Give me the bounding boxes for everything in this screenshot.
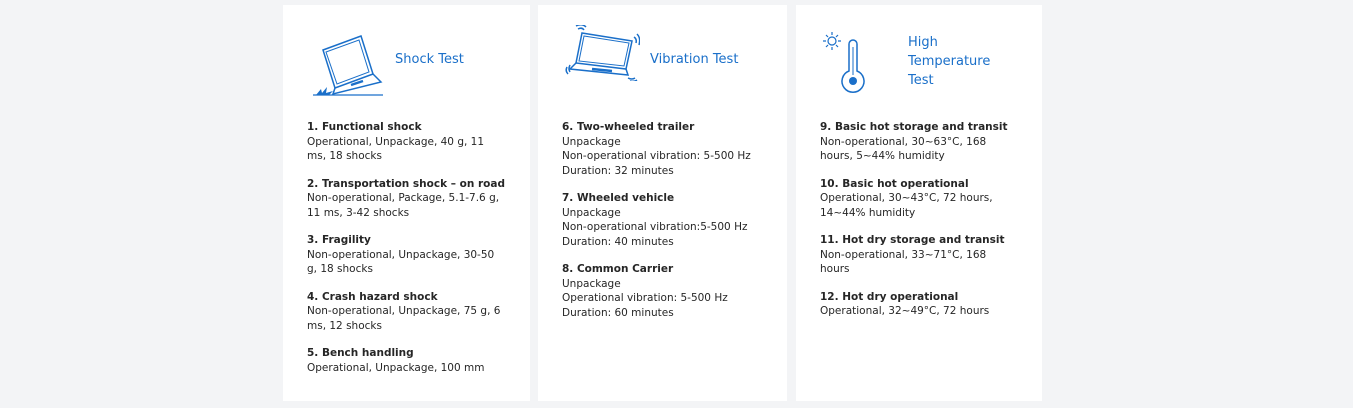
list-item: 9. Basic hot storage and transit Non-oper… xyxy=(820,121,1008,162)
list-item: 6. Two-wheeled trailer Unpackage Non-opera… xyxy=(562,121,751,177)
laptop-vibration-icon xyxy=(565,25,640,81)
card-title: High Temperature Test xyxy=(908,35,991,88)
list-item: 3. Fragility Non-operational, Unpackage, … xyxy=(307,234,495,275)
list-item: 4. Crash hazard shock Non-operational, Un… xyxy=(307,290,501,332)
list-item: 10. Basic hot operational Operational, 30… xyxy=(820,177,993,219)
list-item: 11. Hot dry storage and transit Non-opera… xyxy=(820,234,1005,275)
list-item: 8. Common Carrier Unpackage Operational vi… xyxy=(562,263,728,319)
card-title: Vibration Test xyxy=(650,52,739,67)
thermometer-sun-icon xyxy=(823,32,865,93)
vibration-test-card: Vibration Test 6. Two-wheeled trailer Unp… xyxy=(538,5,787,401)
shock-test-card: Shock Test 1. Functional shock Operationa… xyxy=(283,5,530,401)
list-item: 12. Hot dry operational Operational, 32~4… xyxy=(820,290,990,318)
list-item: 7. Wheeled vehicle Unpackage Non-operation… xyxy=(562,192,748,248)
card-title: Shock Test xyxy=(395,52,464,67)
list-item: 2. Transportation shock – on road Non-ope… xyxy=(307,177,505,219)
list-item: 1. Functional shock Operational, Unpackag… xyxy=(307,121,485,162)
high-temperature-test-card: High Temperature Test 9. Basic hot stora… xyxy=(796,5,1042,401)
list-item: 5. Bench handling Operational, Unpackage,… xyxy=(307,347,485,374)
laptop-shock-icon xyxy=(313,35,383,96)
